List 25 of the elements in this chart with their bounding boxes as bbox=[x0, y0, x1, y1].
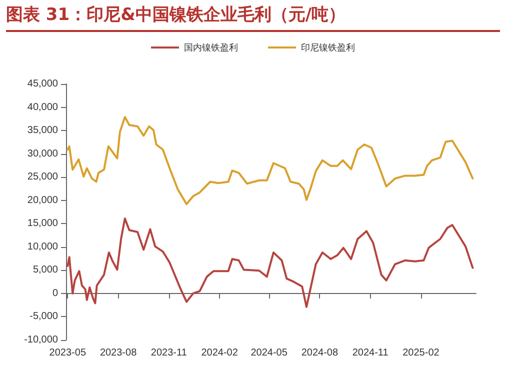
y-tick-label: 35,000 bbox=[27, 125, 58, 136]
x-tick-label: 2024-05 bbox=[250, 348, 288, 358]
y-tick-label: 0 bbox=[52, 288, 58, 299]
y-tick-label: 45,000 bbox=[27, 78, 58, 90]
y-tick-label: 5,000 bbox=[32, 264, 58, 276]
x-tick-label: 2024-11 bbox=[352, 348, 389, 358]
x-tick-label: 2023-05 bbox=[49, 348, 86, 358]
y-tick-label: 25,000 bbox=[27, 172, 58, 183]
x-tick-label: 2023-08 bbox=[100, 348, 138, 358]
y-tick-label: -10,000 bbox=[24, 334, 58, 346]
x-tick-label: 2025-02 bbox=[402, 348, 440, 358]
y-tick-label: 40,000 bbox=[27, 102, 58, 113]
chart-title: 图表 31：印尼&中国镍铁企业毛利（元/吨） bbox=[6, 3, 500, 32]
x-tick-label: 2023-11 bbox=[150, 348, 188, 358]
legend-label: 印尼镍铁盈利 bbox=[301, 42, 355, 52]
x-tick-label: 2024-08 bbox=[301, 348, 338, 358]
x-tick-label: 2024-02 bbox=[201, 348, 238, 358]
y-tick-label: -5,000 bbox=[30, 311, 58, 322]
line-series bbox=[66, 218, 474, 308]
y-tick-label: 10,000 bbox=[27, 241, 58, 252]
legend-label: 国内镍铁盈利 bbox=[184, 42, 238, 52]
y-tick-label: 15,000 bbox=[27, 218, 58, 230]
y-tick-label: 30,000 bbox=[27, 148, 58, 160]
y-tick-label: 20,000 bbox=[27, 194, 58, 206]
line-series bbox=[66, 116, 474, 206]
